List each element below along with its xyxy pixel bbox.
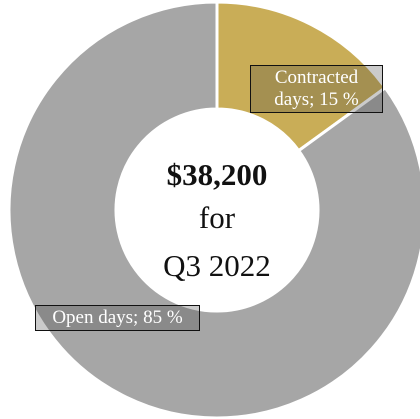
donut-slice — [7, 0, 420, 419]
center-amount: $38,200 — [167, 157, 268, 192]
center-text: Q3 2022 — [163, 248, 271, 283]
donut-slice — [215, 0, 388, 153]
data-label: Contracted days; 15 % — [250, 65, 383, 113]
data-label: Open days; 85 % — [35, 305, 200, 331]
center-text: for — [199, 200, 236, 235]
